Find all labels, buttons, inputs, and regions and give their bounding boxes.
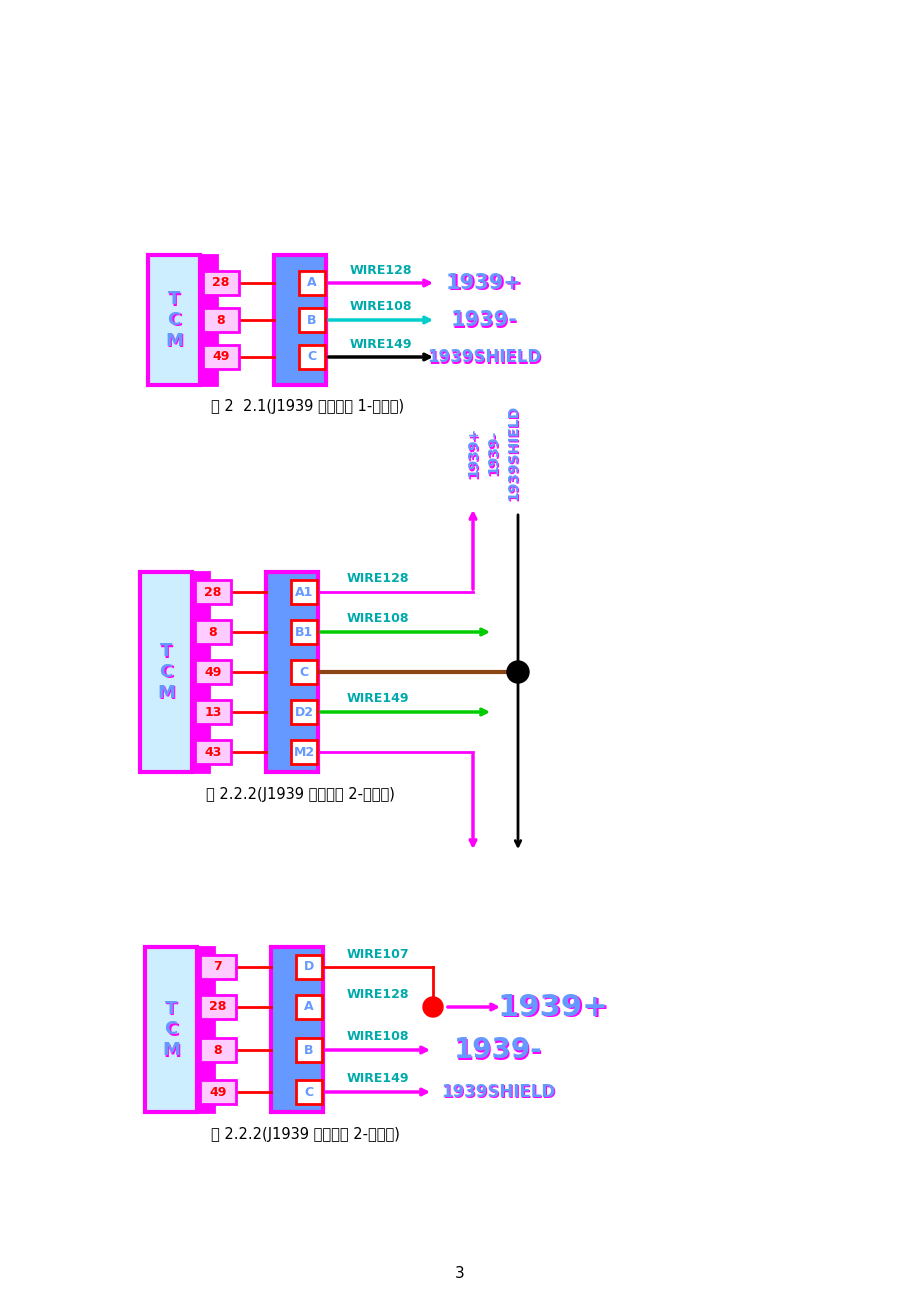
Text: T
C
M: T C M [165,290,183,350]
Text: WIRE149: WIRE149 [346,693,409,706]
Circle shape [423,997,443,1017]
Bar [274,255,325,385]
Bar [140,572,192,772]
Text: A: A [307,276,316,289]
Bar [195,579,231,604]
Text: B1: B1 [295,625,312,638]
Bar [271,947,323,1112]
Text: 1939-: 1939- [455,1038,543,1065]
Text: C: C [304,1086,313,1099]
Text: 1939SHIELD: 1939SHIELD [442,1085,556,1103]
Text: T
C
M: T C M [162,1000,180,1060]
Bar [296,995,322,1019]
Text: M2: M2 [293,746,314,759]
Text: 1939SHIELD: 1939SHIELD [507,406,521,501]
Text: 13: 13 [204,706,221,719]
Text: D2: D2 [294,706,313,719]
Bar [199,995,236,1019]
Text: 49: 49 [212,350,230,363]
Text: 1939-: 1939- [485,430,499,474]
Text: 28: 28 [212,276,230,289]
Bar [195,700,231,724]
Text: 1939SHIELD: 1939SHIELD [428,349,542,367]
Text: WIRE108: WIRE108 [346,612,409,625]
Bar [202,255,217,385]
Text: 1939+: 1939+ [466,427,480,477]
Text: 8: 8 [209,625,217,638]
Text: C: C [299,665,308,678]
Bar [195,660,231,684]
Bar [145,947,197,1112]
Text: WIRE128: WIRE128 [346,573,409,586]
Bar [199,1079,236,1104]
Bar [290,620,317,644]
Text: 1939SHIELD: 1939SHIELD [505,405,519,500]
Text: 8: 8 [213,1043,222,1056]
Text: T
C
M: T C M [157,642,175,702]
Bar [194,572,209,772]
Bar [299,271,324,296]
Bar [290,579,317,604]
Text: 1939-: 1939- [450,310,516,329]
Bar [290,660,317,684]
Text: D: D [303,961,313,974]
Circle shape [506,661,528,684]
Text: 图 2  2.1(J1939 界面接法 1-节点型): 图 2 2.1(J1939 界面接法 1-节点型) [211,400,404,414]
Bar [148,255,199,385]
Text: 28: 28 [204,586,221,599]
Text: 1939-: 1939- [451,311,518,332]
Text: 1939+: 1939+ [467,428,481,479]
Text: WIRE107: WIRE107 [346,948,409,961]
Text: B: B [307,314,316,327]
Text: 28: 28 [210,1000,226,1013]
Text: 1939-: 1939- [487,431,501,475]
Text: 1939+: 1939+ [499,993,609,1023]
Text: WIRE128: WIRE128 [346,987,409,1000]
Bar [195,740,231,764]
Text: 1939+: 1939+ [447,275,523,294]
Text: A: A [304,1000,313,1013]
Text: WIRE108: WIRE108 [349,301,412,314]
Bar [290,740,317,764]
Text: WIRE149: WIRE149 [349,337,412,350]
Bar [296,1038,322,1062]
Text: C: C [307,350,316,363]
Text: 1939+: 1939+ [497,992,607,1022]
Text: WIRE128: WIRE128 [349,263,412,276]
Text: 8: 8 [217,314,225,327]
Bar [203,345,239,368]
Text: 7: 7 [213,961,222,974]
Text: T
C
M: T C M [164,1001,181,1061]
Bar [266,572,318,772]
Text: 1939-: 1939- [453,1036,541,1064]
Bar [199,1038,236,1062]
Text: 3: 3 [455,1267,464,1281]
Text: WIRE108: WIRE108 [346,1030,409,1043]
Bar [203,309,239,332]
Text: T
C
M: T C M [166,292,184,352]
Text: A1: A1 [294,586,312,599]
Text: 43: 43 [204,746,221,759]
Bar [290,700,317,724]
Text: T
C
M: T C M [158,643,176,703]
Text: 49: 49 [210,1086,226,1099]
Text: B: B [304,1043,313,1056]
Bar [199,947,214,1112]
Text: 图 2.2.2(J1939 界面接法 2-通过型): 图 2.2.2(J1939 界面接法 2-通过型) [210,1126,399,1142]
Bar [296,1079,322,1104]
Bar [199,954,236,979]
Text: 图 2.2.2(J1939 界面接法 2-通过型): 图 2.2.2(J1939 界面接法 2-通过型) [205,786,394,802]
Text: WIRE149: WIRE149 [346,1073,409,1086]
Bar [203,271,239,296]
Text: 1939SHIELD: 1939SHIELD [440,1083,554,1101]
Text: 49: 49 [204,665,221,678]
Bar [299,309,324,332]
Text: 1939+: 1939+ [446,273,521,293]
Bar [195,620,231,644]
Bar [296,954,322,979]
Text: 1939SHIELD: 1939SHIELD [426,348,540,366]
Bar [299,345,324,368]
